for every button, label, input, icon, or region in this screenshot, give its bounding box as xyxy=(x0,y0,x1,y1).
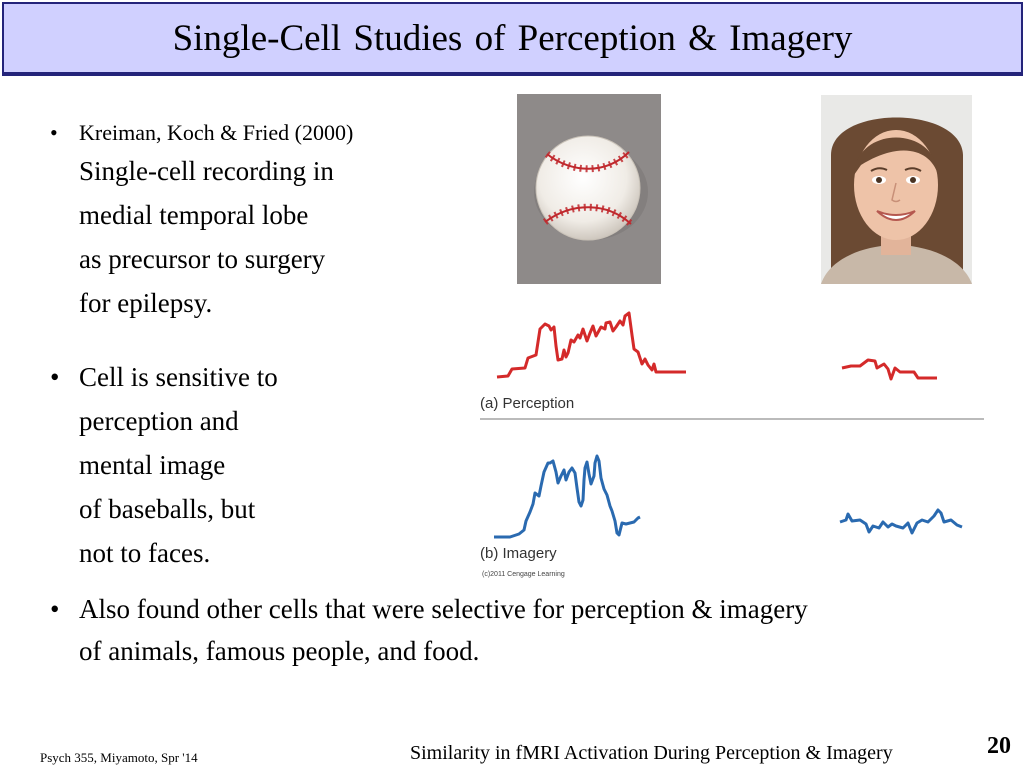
bullet-2-line: Cell is sensitive to xyxy=(79,362,278,392)
bullet-2: • Cell is sensitive to perception and me… xyxy=(50,355,278,575)
bullet-2-line: of baseballs, but xyxy=(79,494,256,524)
bullet-2-line: mental image xyxy=(79,450,226,480)
bullet-marker: • xyxy=(50,362,60,392)
citation-text: Kreiman, Koch & Fried (2000) xyxy=(79,120,354,145)
perception-baseball-trace xyxy=(496,311,686,379)
copyright-text: (c)2011 Cengage Learning xyxy=(482,571,565,578)
bullet-2-line: perception and xyxy=(79,406,239,436)
response-traces-figure xyxy=(480,311,984,539)
face-illustration xyxy=(821,95,972,284)
footer-section-title: Similarity in fMRI Activation During Per… xyxy=(410,742,893,764)
bullet-3-line: Also found other cells that were selecti… xyxy=(79,594,808,624)
perception-face-trace xyxy=(841,358,937,381)
slide-title-bar: Single-Cell Studies of Perception & Imag… xyxy=(2,2,1023,76)
imagery-baseball-trace xyxy=(494,454,641,539)
bullet-1-line: Single-cell recording in xyxy=(79,156,334,186)
imagery-label: (b) Imagery xyxy=(480,545,557,562)
perception-label: (a) Perception xyxy=(480,395,575,412)
baseball-illustration xyxy=(534,135,648,241)
bullet-3-line: of animals, famous people, and food. xyxy=(79,636,480,666)
bullet-2-line: not to faces. xyxy=(79,538,211,568)
face-image xyxy=(821,95,972,284)
slide-title: Single-Cell Studies of Perception & Imag… xyxy=(172,17,853,59)
bullet-1-line: medial temporal lobe xyxy=(79,200,309,230)
bullet-marker: • xyxy=(50,594,60,624)
imagery-face-trace xyxy=(839,508,963,535)
bullet-1: • Kreiman, Koch & Fried (2000) Single-ce… xyxy=(50,117,353,325)
page-number: 20 xyxy=(987,733,1011,759)
footer-course-info: Psych 355, Miyamoto, Spr '14 xyxy=(40,750,198,765)
bullet-3: • Also found other cells that were selec… xyxy=(50,588,808,672)
bullet-1-line: as precursor to surgery xyxy=(79,244,326,274)
bullet-1-line: for epilepsy. xyxy=(79,288,213,318)
bullet-marker: • xyxy=(50,120,58,145)
baseball-image xyxy=(517,94,661,284)
